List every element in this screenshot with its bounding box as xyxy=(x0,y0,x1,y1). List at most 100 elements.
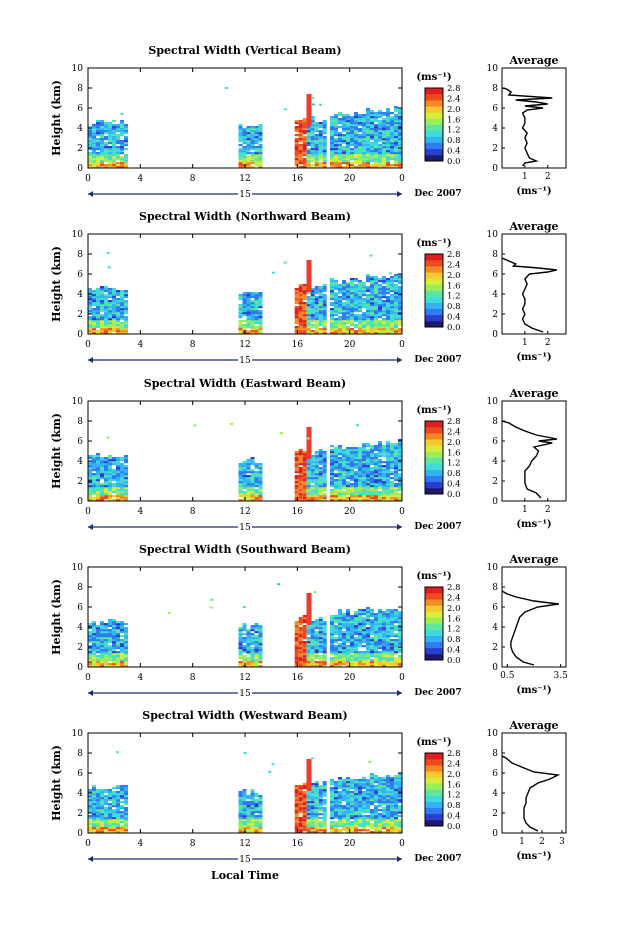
heatmap-cell xyxy=(307,629,311,631)
heatmap-cell xyxy=(323,146,327,148)
heatmap-cell xyxy=(299,132,303,134)
heatmap-cell xyxy=(251,809,255,811)
heatmap-cell xyxy=(96,288,100,290)
heatmap-cell xyxy=(398,132,402,134)
colorbar-tick-label: 0.0 xyxy=(447,656,461,666)
heatmap-cell xyxy=(96,625,100,627)
heatmap-cell xyxy=(100,641,104,643)
heatmap-cell xyxy=(88,809,92,811)
heatmap-cell xyxy=(251,655,255,657)
heatmap-cell xyxy=(374,455,378,457)
heatmap-cell xyxy=(386,164,390,166)
heatmap-cell xyxy=(299,320,303,322)
heatmap-cell xyxy=(358,298,362,300)
heatmap-cell xyxy=(390,124,394,126)
heatmap-cell xyxy=(334,629,338,631)
avg-y-tick-label: 8 xyxy=(492,250,498,260)
heatmap-cell xyxy=(358,627,362,629)
heatmap-cell xyxy=(319,451,323,453)
heatmap-cell xyxy=(346,138,350,140)
heatmap-cell xyxy=(354,641,358,643)
heatmap-cell xyxy=(362,637,366,639)
heatmap-cell xyxy=(374,633,378,635)
heatmap-cell xyxy=(299,298,303,300)
heatmap-cell xyxy=(112,294,116,296)
heatmap-cell xyxy=(358,330,362,332)
heatmap-cell xyxy=(315,635,319,637)
heatmap-cell xyxy=(323,455,327,457)
heatmap-cell xyxy=(338,653,342,655)
heatmap-cell xyxy=(88,140,92,142)
heatmap-cell xyxy=(124,467,128,469)
heatmap-cell xyxy=(108,655,112,657)
heatmap-cell xyxy=(96,815,100,817)
heatmap-cell xyxy=(108,817,112,819)
heatmap-cell xyxy=(334,791,338,793)
heatmap-cell xyxy=(354,495,358,497)
heatmap-cell xyxy=(350,615,354,617)
heatmap-cell xyxy=(350,140,354,142)
heatmap-cell xyxy=(303,485,307,487)
heatmap-cell xyxy=(342,645,346,647)
heatmap-cell xyxy=(247,461,251,463)
heatmap-cell xyxy=(112,661,116,663)
heatmap-cell xyxy=(362,653,366,655)
heatmap-cell xyxy=(124,823,128,825)
heatmap-cell xyxy=(394,469,398,471)
heatmap-cell xyxy=(315,823,319,825)
heatmap-cell xyxy=(370,150,374,152)
heatmap-cell xyxy=(346,465,350,467)
heatmap-cell xyxy=(116,164,120,166)
heatmap-cell xyxy=(382,479,386,481)
heatmap-cell xyxy=(243,314,247,316)
heatmap-cell xyxy=(354,154,358,156)
heatmap-cell xyxy=(366,314,370,316)
heatmap-cell xyxy=(303,308,307,310)
heatmap-cell xyxy=(334,318,338,320)
heatmap-cell xyxy=(354,471,358,473)
heatmap-cell xyxy=(350,619,354,621)
heatmap-cell xyxy=(100,146,104,148)
heatmap-cell xyxy=(323,326,327,328)
heatmap-cell xyxy=(330,451,334,453)
heatmap-cell xyxy=(239,641,243,643)
heatmap-cell xyxy=(259,467,263,469)
heatmap-cell xyxy=(319,328,323,330)
heatmap-cell xyxy=(311,637,315,639)
heatmap-cell xyxy=(112,148,116,150)
heatmap-cell xyxy=(120,815,124,817)
heatmap-cell xyxy=(120,827,124,829)
heatmap-cell xyxy=(334,116,338,118)
heatmap-cell xyxy=(346,625,350,627)
heatmap-cell xyxy=(243,655,247,657)
heatmap-cell xyxy=(362,164,366,166)
heatmap-cell xyxy=(390,282,394,284)
heatmap-cell xyxy=(386,449,390,451)
heatmap-cell xyxy=(350,328,354,330)
heatmap-cell xyxy=(346,310,350,312)
heatmap-cell xyxy=(366,449,370,451)
heatmap-cell xyxy=(124,475,128,477)
heatmap-cell xyxy=(323,152,327,154)
heatmap-cell xyxy=(303,130,307,132)
heatmap-cell xyxy=(116,631,120,633)
heatmap-cell xyxy=(104,485,108,487)
heatmap-cell xyxy=(394,146,398,148)
heatmap-cell xyxy=(315,302,319,304)
heatmap-cell xyxy=(330,146,334,148)
heatmap-cell xyxy=(374,655,378,657)
heatmap-cell xyxy=(366,649,370,651)
heatmap-cell xyxy=(295,463,299,465)
heatmap-cell xyxy=(295,653,299,655)
heatmap-cell xyxy=(315,146,319,148)
heatmap-cell xyxy=(96,162,100,164)
heatmap-cell xyxy=(303,797,307,799)
heatmap-cell xyxy=(390,483,394,485)
heatmap-cell xyxy=(338,112,342,114)
heatmap-cell xyxy=(362,655,366,657)
heatmap-cell xyxy=(319,150,323,152)
heatmap-cell xyxy=(358,637,362,639)
heatmap-cell xyxy=(303,459,307,461)
heatmap-cell xyxy=(100,639,104,641)
heatmap-cell xyxy=(303,320,307,322)
